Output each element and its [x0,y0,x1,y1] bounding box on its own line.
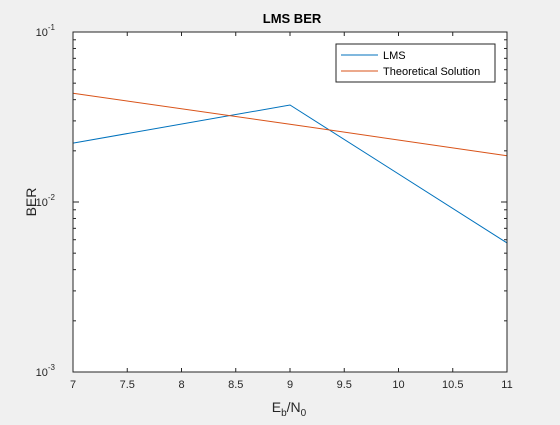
axes-box [72,31,508,373]
legend: LMS Theoretical Solution [335,43,496,83]
y-tick-label: 10-3 [36,363,56,379]
x-tick-label: 10 [392,379,404,391]
series-line-lms [72,104,508,244]
plot-area [73,32,507,372]
x-tick-label: 10.5 [442,379,463,391]
x-axis-label: Eb/N0 [272,399,307,419]
series-lines [72,92,508,244]
x-tick-label: 8 [178,379,184,391]
ticks-group: 7 7.5 8 8.5 9 9.5 10 10.5 11 10-3 10-2 10-1 [36,23,513,391]
legend-box [335,43,496,83]
y-tick-label: 10-1 [36,23,56,39]
x-tick-label: 9.5 [337,379,352,391]
legend-label-lms: LMS [383,50,406,62]
y-axis-label: BER [23,188,39,217]
x-tick-label: 7.5 [120,379,135,391]
x-tick-label: 11 [501,379,512,391]
y-tick-label: 10-2 [36,193,56,209]
chart-title: LMS BER [263,11,322,26]
x-tick-label: 9 [287,379,293,391]
series-line-theoretical-solution [72,92,508,157]
x-tick-label: 8.5 [228,379,243,391]
legend-label-theoretical: Theoretical Solution [383,66,480,78]
x-tick-label: 7 [70,379,76,391]
